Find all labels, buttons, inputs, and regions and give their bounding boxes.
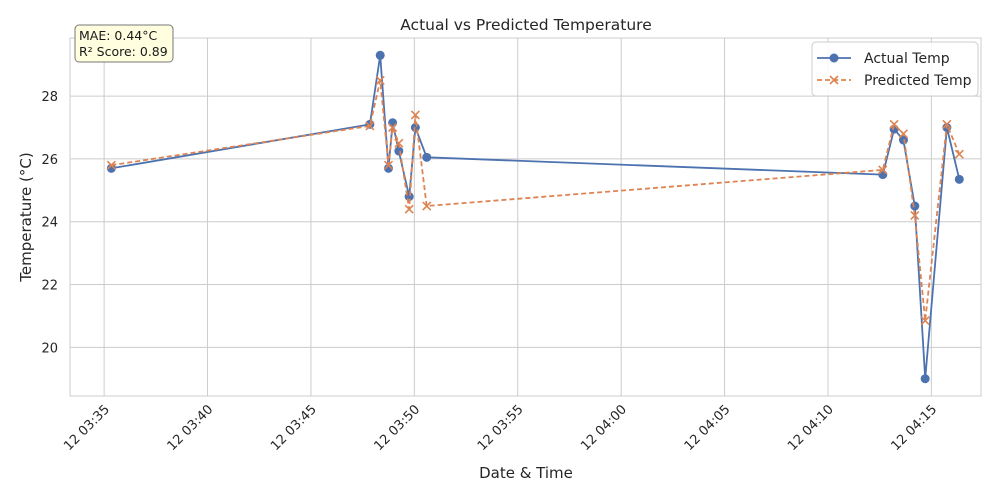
- predicted-temp-point: [920, 316, 930, 326]
- r2-text: R² Score: 0.89: [79, 44, 168, 59]
- y-tick-label: 24: [41, 216, 58, 231]
- predicted-temp-point: [878, 165, 888, 175]
- x-axis-label: Date & Time: [479, 464, 573, 482]
- predicted-temp-point: [375, 75, 385, 85]
- predicted-temp-point: [898, 129, 909, 139]
- predicted-temp-point: [404, 204, 414, 214]
- predicted-temp-point: [910, 210, 920, 220]
- predicted-temp-point: [394, 138, 404, 148]
- predicted-temp-line: [111, 79, 961, 322]
- actual-temp-point: [910, 201, 920, 211]
- actual-temp-point: [878, 170, 888, 180]
- grid: [70, 38, 981, 396]
- predicted-temp-point: [106, 160, 116, 170]
- actual-temp-line: [111, 54, 961, 380]
- predicted-temp-point: [889, 119, 899, 129]
- stats-box: [74, 24, 174, 63]
- legend-actual-marker: [829, 53, 839, 63]
- actual-temp-point: [365, 119, 375, 129]
- predicted-temp-point: [365, 121, 375, 131]
- actual-temp-point: [920, 374, 930, 384]
- y-tick-label: 26: [41, 153, 58, 168]
- predicted-temp-point: [942, 119, 952, 129]
- predicted-temp-point: [422, 201, 432, 211]
- y-tick-label: 22: [41, 279, 58, 294]
- predicted-temp-point: [410, 110, 420, 120]
- stats-annotation: MAE: 0.44°C R² Score: 0.89: [74, 24, 174, 63]
- series-layer: [106, 50, 964, 384]
- legend-box: [811, 41, 979, 97]
- legend: Actual Temp Predicted Temp: [811, 41, 979, 97]
- legend-actual-label: Actual Temp: [864, 51, 950, 67]
- actual-temp-point: [388, 118, 398, 128]
- predicted-temp-point: [388, 122, 398, 133]
- mae-text: MAE: 0.44°C: [79, 28, 158, 43]
- actual-temp-point: [106, 163, 116, 173]
- predicted-temp-point: [954, 149, 964, 159]
- legend-predicted-label: Predicted Temp: [864, 73, 972, 89]
- legend-predicted-marker: [829, 75, 839, 85]
- y-tick-label: 20: [41, 341, 58, 356]
- y-axis-label: Temperature (°C): [17, 152, 35, 282]
- chart-title: Actual vs Predicted Temperature: [400, 16, 652, 34]
- plot-frame: [69, 37, 982, 397]
- predicted-temp-point: [383, 160, 394, 170]
- actual-temp-point: [375, 50, 385, 60]
- actual-temp-point: [383, 163, 393, 173]
- actual-temp-point: [422, 152, 432, 162]
- y-tick-label: 28: [41, 90, 58, 105]
- actual-temp-point: [954, 174, 964, 184]
